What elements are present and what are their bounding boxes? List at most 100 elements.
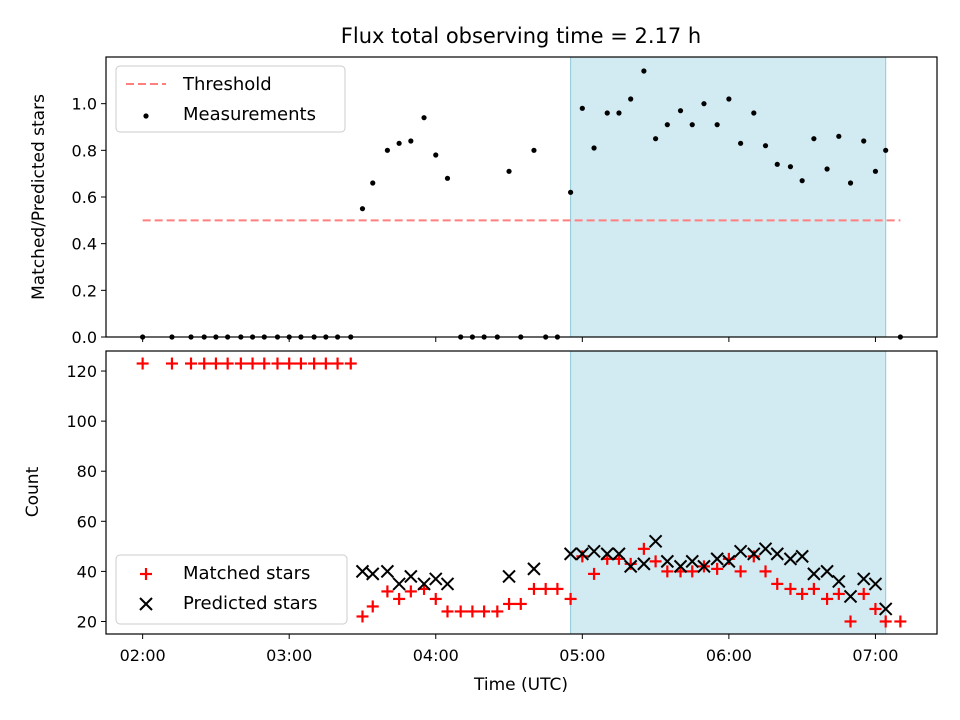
measurement-point-50 xyxy=(774,161,780,167)
matched-star-marker-47 xyxy=(734,565,747,578)
matched-star-marker-59 xyxy=(879,615,892,628)
predicted-star-marker-2 xyxy=(380,564,395,579)
predicted-star-marker-14 xyxy=(612,547,626,561)
predicted-star-marker-10 xyxy=(563,547,578,561)
measurement-point-37 xyxy=(616,110,622,116)
top-y-tick-label-0: 0.0 xyxy=(72,328,97,347)
bottom-y-tick-label-5: 120 xyxy=(66,362,97,381)
matched-star-marker-50 xyxy=(771,577,784,590)
legend-predicted-swatch xyxy=(139,597,153,611)
measurement-point-40 xyxy=(653,136,659,142)
measurement-point-53 xyxy=(811,136,817,142)
predicted-star-marker-34 xyxy=(857,572,871,586)
measurement-point-44 xyxy=(701,101,707,107)
legend-measurements-swatch xyxy=(143,113,149,119)
bottom-y-axis: 20 40 60 80 100 120 xyxy=(66,362,106,631)
matched-star-marker-5 xyxy=(221,357,234,370)
matched-star-marker-1 xyxy=(165,357,178,370)
matched-star-marker-2 xyxy=(185,357,198,370)
measurement-point-39 xyxy=(641,68,647,74)
predicted-star-marker-1 xyxy=(366,567,380,581)
matched-star-marker-12 xyxy=(308,357,321,370)
matched-star-marker-11 xyxy=(294,357,307,370)
matched-star-marker-25 xyxy=(466,605,479,618)
top-panel: 0.0 0.2 0.4 0.6 0.8 1.0 Matched/Predicted sta… xyxy=(29,56,938,347)
matched-star-marker-31 xyxy=(539,582,552,595)
predicted-star-marker-6 xyxy=(429,572,443,586)
matched-star-marker-39 xyxy=(637,542,650,555)
matched-star-marker-15 xyxy=(344,357,357,370)
bottom-y-tick-label-2: 60 xyxy=(77,512,97,531)
matched-star-marker-49 xyxy=(759,565,772,578)
predicted-star-marker-17 xyxy=(648,534,663,549)
measurement-point-21 xyxy=(421,115,427,121)
top-y-axis: 0.0 0.2 0.4 0.6 0.8 1.0 xyxy=(72,95,106,347)
matched-star-marker-19 xyxy=(393,592,406,605)
matched-star-marker-56 xyxy=(844,615,857,628)
measurement-point-42 xyxy=(677,108,684,114)
legend-matched-swatch xyxy=(140,568,152,580)
predicted-star-marker-36 xyxy=(878,602,893,616)
matched-star-marker-17 xyxy=(366,600,379,613)
matched-star-marker-57 xyxy=(857,587,870,600)
top-x-ticks xyxy=(142,337,876,342)
measurement-point-34 xyxy=(579,105,585,111)
measurement-point-52 xyxy=(799,178,805,184)
matched-star-marker-43 xyxy=(686,565,699,578)
measurement-point-19 xyxy=(396,140,402,146)
bottom-legend: Matched stars Predicted stars xyxy=(115,554,348,625)
x-tick-label-2: 04:00 xyxy=(413,646,459,665)
measurement-point-36 xyxy=(604,110,610,116)
predicted-star-marker-5 xyxy=(417,577,431,591)
matched-star-marker-4 xyxy=(209,357,222,370)
matched-star-marker-40 xyxy=(649,555,662,568)
matched-star-marker-14 xyxy=(331,357,344,370)
predicted-star-marker-20 xyxy=(685,554,699,569)
predicted-star-marker-27 xyxy=(770,547,784,561)
matched-star-marker-27 xyxy=(491,605,504,618)
matched-star-marker-51 xyxy=(784,582,797,595)
x-tick-label-5: 07:00 xyxy=(852,646,898,665)
predicted-star-marker-12 xyxy=(587,544,601,559)
legend-threshold-label: Threshold xyxy=(182,74,272,95)
measurement-point-28 xyxy=(506,168,512,174)
measurement-point-56 xyxy=(847,180,854,186)
matched-star-marker-0 xyxy=(136,357,149,370)
predicted-star-marker-24 xyxy=(733,544,748,559)
bottom-y-tick-label-3: 80 xyxy=(77,462,97,481)
predicted-star-marker-21 xyxy=(697,559,711,574)
legend-predicted-label: Predicted stars xyxy=(183,593,317,614)
x-tick-label-4: 06:00 xyxy=(706,646,752,665)
measurement-point-55 xyxy=(836,133,842,139)
measurement-point-35 xyxy=(591,145,597,151)
matched-star-marker-35 xyxy=(588,567,601,580)
measurement-point-16 xyxy=(359,206,366,212)
matched-star-marker-10 xyxy=(283,357,296,370)
predicted-star-marker-7 xyxy=(440,577,455,591)
matched-star-marker-9 xyxy=(271,357,284,370)
top-y-axis-label: Matched/Predicted stars xyxy=(29,94,49,300)
top-y-tick-label-2: 0.4 xyxy=(72,235,97,254)
x-tick-label-1: 03:00 xyxy=(266,646,312,665)
matched-star-marker-55 xyxy=(832,587,845,600)
predicted-star-marker-33 xyxy=(843,589,858,604)
predicted-star-marker-23 xyxy=(722,554,736,569)
matched-star-marker-52 xyxy=(796,587,809,600)
matched-star-marker-53 xyxy=(807,582,820,595)
measurement-point-58 xyxy=(872,168,879,174)
measurement-point-51 xyxy=(787,164,794,170)
measurement-point-57 xyxy=(861,138,867,144)
bottom-x-axis: 02:00 03:00 04:00 05:00 06:00 07:00 xyxy=(120,634,898,665)
predicted-star-marker-31 xyxy=(820,564,834,579)
x-axis-label: Time (UTC) xyxy=(473,675,568,695)
predicted-star-marker-15 xyxy=(623,559,638,574)
predicted-star-marker-30 xyxy=(807,567,821,581)
measurement-point-49 xyxy=(762,143,769,149)
top-highlight-span xyxy=(570,56,887,338)
matched-star-marker-8 xyxy=(258,357,271,370)
predicted-star-marker-29 xyxy=(795,549,809,564)
predicted-star-marker-16 xyxy=(637,557,651,571)
predicted-star-marker-3 xyxy=(392,577,406,591)
bottom-y-axis-label: Count xyxy=(23,466,43,517)
